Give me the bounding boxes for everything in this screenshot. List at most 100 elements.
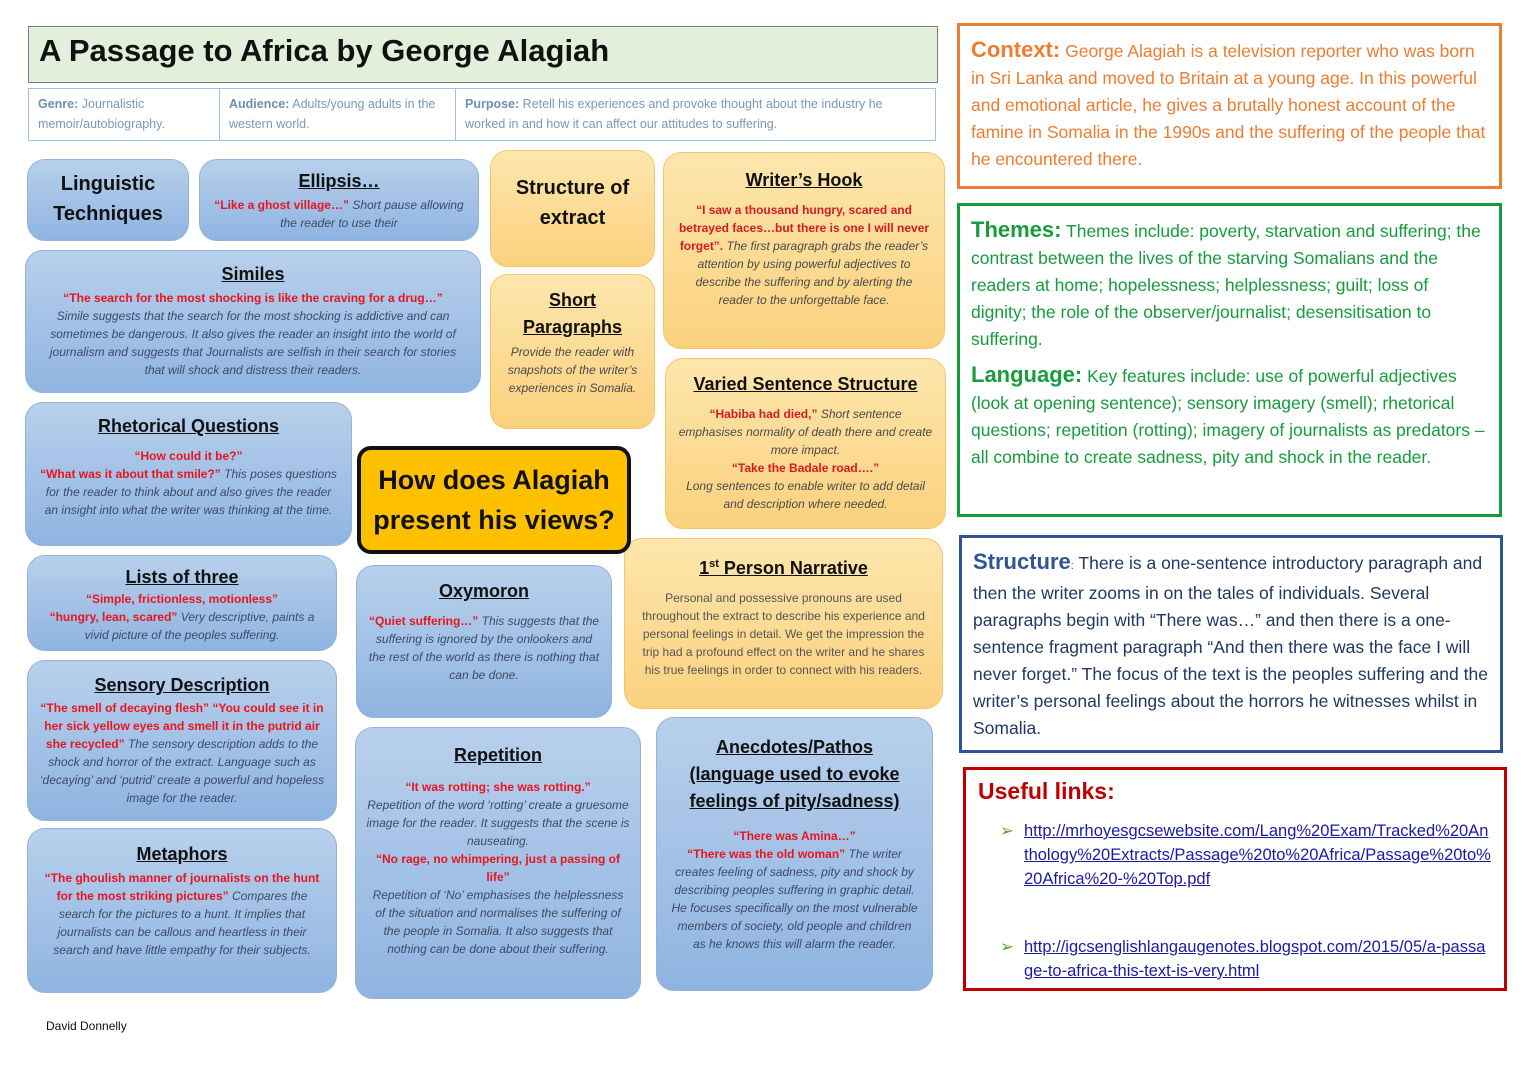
card-quote: “I saw a thousand hungry, scared and bet…: [678, 203, 930, 253]
language-text: Key features include: use of powerful ad…: [971, 366, 1485, 467]
card-text: The sensory description adds to the shoc…: [39, 737, 325, 805]
card-quote: “There was Amina…”: [733, 829, 856, 843]
card-title: Sensory Description: [94, 675, 270, 695]
genre-cell: Genre: Journalistic memoir/autobiography…: [29, 89, 220, 140]
card-title: Short Paragraphs: [522, 290, 623, 337]
card-text: The writer creates feeling of sadness, p…: [671, 847, 918, 951]
card-quote: “There was the old woman”: [687, 847, 846, 861]
language-paragraph: Language: Key features include: use of p…: [971, 361, 1488, 471]
info-table: Genre: Journalistic memoir/autobiography…: [28, 88, 936, 141]
purpose-cell: Purpose: Retell his experiences and prov…: [456, 89, 935, 140]
title-number: 1: [699, 558, 710, 578]
card-quote: “The search for the most shocking is lik…: [63, 291, 443, 305]
themes-paragraph: Themes: Themes include: poverty, starvat…: [971, 216, 1488, 353]
arrow-bullet-icon: ➢: [1000, 938, 1014, 956]
card-text: This poses questions for the reader to t…: [44, 467, 337, 517]
themes-label: Themes:: [971, 217, 1062, 242]
purpose-text: Retell his experiences and provoke thoug…: [465, 97, 883, 131]
card-quote: “Take the Badale road….”: [731, 461, 880, 475]
card-quote: “hungry, lean, scared”: [49, 610, 178, 624]
author-footer: David Donnelly: [46, 1019, 127, 1033]
card-title: Metaphors: [136, 844, 228, 864]
useful-links-box: Useful links: ➢ http://mrhoyesgcsewebsit…: [963, 767, 1507, 991]
structure-box: Structure: There is a one-sentence intro…: [959, 535, 1503, 753]
card-text: Short sentence emphasises normality of d…: [678, 407, 933, 457]
card-text: Personal and possessive pronouns are use…: [642, 591, 925, 677]
card-anecdotes-pathos: Anecdotes/Pathos (language used to evoke…: [656, 717, 933, 991]
card-quote: “No rage, no whimpering, just a passing …: [375, 852, 621, 884]
themes-text: Themes include: poverty, starvation and …: [971, 221, 1481, 349]
card-varied-sentence-structure: Varied Sentence Structure “Habiba had di…: [665, 358, 946, 529]
card-title: Ellipsis…: [298, 171, 380, 191]
title-text: Person Narrative: [718, 558, 868, 578]
card-text: Short pause allowing the reader to use t…: [280, 198, 464, 230]
card-first-person-narrative: 1st Person Narrative Personal and posses…: [624, 538, 943, 709]
card-title: Writer’s Hook: [745, 170, 863, 190]
card-title: Repetition: [454, 745, 542, 765]
links-title: Useful links:: [978, 778, 1115, 804]
structure-text: There is a one-sentence introductory par…: [973, 553, 1488, 738]
card-repetition: Repetition “It was rotting; she was rott…: [355, 727, 641, 999]
central-question: How does Alagiah present his views?: [357, 446, 631, 554]
card-quote: “How could it be?”: [134, 449, 243, 463]
card-text: Repetition of the word ‘rotting’ create …: [366, 798, 630, 848]
card-quote: “The ghoulish manner of journalists on t…: [44, 871, 320, 903]
card-text: Simile suggests that the search for the …: [49, 309, 457, 377]
link-igcse-notes[interactable]: http://igcsenglishlangaugenotes.blogspot…: [1024, 938, 1486, 980]
genre-label: Genre:: [38, 97, 79, 111]
title-banner: A Passage to Africa by George Alagiah: [28, 26, 938, 83]
card-title: Varied Sentence Structure: [693, 374, 918, 394]
card-quote: “The smell of decaying flesh” “You could…: [40, 701, 324, 751]
arrow-bullet-icon: ➢: [1000, 822, 1014, 840]
card-similes: Similes “The search for the most shockin…: [25, 250, 481, 393]
card-oxymoron: Oxymoron “Quiet suffering…” This suggest…: [356, 565, 612, 718]
link-item: ➢ http://igcsenglishlangaugenotes.blogsp…: [1000, 935, 1492, 983]
card-sensory-description: Sensory Description “The smell of decayi…: [27, 660, 337, 821]
card-quote: “Quiet suffering…”: [368, 614, 479, 628]
card-title: Linguistic Techniques: [53, 173, 163, 225]
card-ellipsis: Ellipsis… “Like a ghost village…” Short …: [199, 159, 479, 241]
context-box: Context: George Alagiah is a television …: [957, 23, 1502, 189]
card-quote: “It was rotting; she was rotting.”: [405, 780, 591, 794]
audience-text: Adults/young adults in the western world…: [229, 97, 436, 131]
themes-language-box: Themes: Themes include: poverty, starvat…: [957, 203, 1502, 517]
card-quote: “Habiba had died,”: [709, 407, 818, 421]
card-text: Long sentences to enable writer to add d…: [686, 479, 925, 511]
card-title: Oxymoron: [438, 581, 530, 601]
link-item: ➢ http://mrhoyesgcsewebsite.com/Lang%20E…: [1000, 819, 1492, 891]
context-text: George Alagiah is a television reporter …: [971, 41, 1486, 169]
card-title: Lists of three: [125, 567, 239, 587]
card-linguistic-techniques: Linguistic Techniques: [27, 159, 189, 241]
context-label: Context:: [971, 37, 1061, 62]
card-title: Anecdotes/Pathos (language used to evoke…: [689, 737, 900, 811]
card-metaphors: Metaphors “The ghoulish manner of journa…: [27, 828, 337, 993]
card-short-paragraphs: Short Paragraphs Provide the reader with…: [490, 274, 655, 429]
audience-label: Audience:: [229, 97, 290, 111]
card-quote: “Like a ghost village…”: [214, 198, 349, 212]
card-rhetorical-questions: Rhetorical Questions “How could it be?” …: [25, 402, 352, 546]
card-text: Repetition of ‘No’ emphasises the helple…: [372, 888, 624, 956]
card-text: This suggests that the suffering is igno…: [368, 614, 600, 682]
purpose-label: Purpose:: [465, 97, 520, 111]
card-title: Similes: [221, 264, 285, 284]
page-title: A Passage to Africa by George Alagiah: [39, 33, 610, 68]
card-quote: “What was it about that smile?”: [40, 467, 221, 481]
card-writers-hook: Writer’s Hook “I saw a thousand hungry, …: [663, 152, 945, 349]
card-title: Rhetorical Questions: [97, 416, 280, 436]
card-quote: “Simple, frictionless, motionless”: [85, 592, 279, 606]
card-text: Very descriptive, paints a vivid picture…: [84, 610, 315, 642]
title-superscript: st: [709, 558, 719, 570]
structure-colon: :: [1070, 560, 1074, 572]
card-title: 1st Person Narrative: [639, 551, 928, 581]
audience-cell: Audience: Adults/young adults in the wes…: [220, 89, 456, 140]
genre-text: Journalistic memoir/autobiography.: [38, 97, 165, 131]
link-mrhoyes[interactable]: http://mrhoyesgcsewebsite.com/Lang%20Exa…: [1024, 822, 1491, 888]
card-lists-of-three: Lists of three “Simple, frictionless, mo…: [27, 555, 337, 651]
card-text: The first paragraph grabs the reader’s a…: [695, 239, 929, 307]
structure-label: Structure: [973, 549, 1071, 574]
card-title: Structure of extract: [515, 177, 630, 229]
card-structure-of-extract: Structure of extract: [490, 150, 655, 267]
card-text: Provide the reader with snapshots of the…: [507, 345, 638, 395]
language-label: Language:: [971, 362, 1083, 387]
card-text: Compares the search for the pictures to …: [53, 889, 311, 957]
